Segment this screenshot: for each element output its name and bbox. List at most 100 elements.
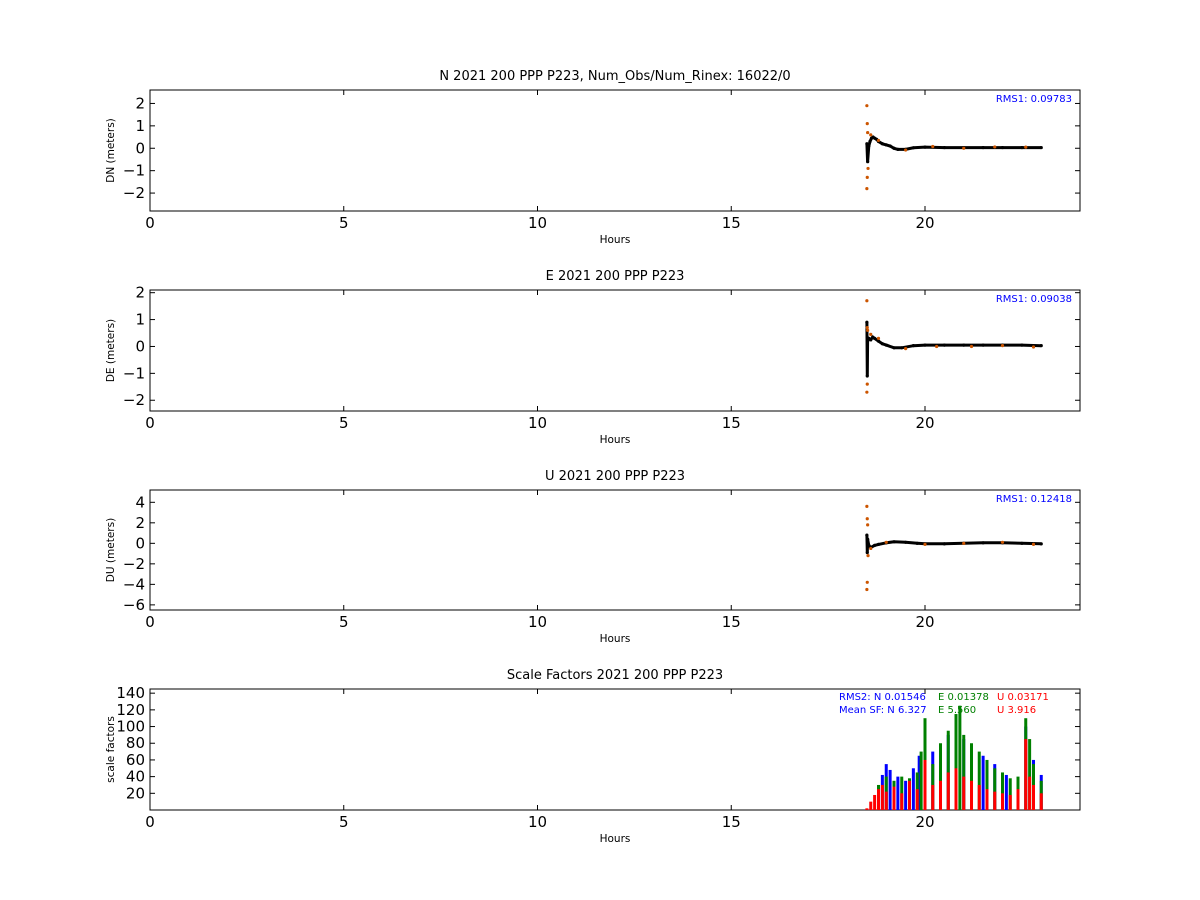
x-axis-label-1: Hours xyxy=(600,434,631,446)
series-bar xyxy=(981,755,985,810)
series-point xyxy=(892,346,896,350)
y-tick-label: 140 xyxy=(116,684,145,702)
series-bar xyxy=(1004,774,1008,810)
x-tick-label: 20 xyxy=(915,813,934,831)
series-point xyxy=(865,122,869,126)
series-point xyxy=(884,540,888,544)
series-point xyxy=(981,343,985,347)
series-point xyxy=(1000,540,1005,544)
series-bar xyxy=(985,759,989,810)
series-point xyxy=(1020,541,1024,545)
y-tick-label: 80 xyxy=(126,734,145,752)
y-axis-label-0: DN (meters) xyxy=(105,118,117,183)
x-tick-label: 10 xyxy=(528,414,547,432)
series-bar xyxy=(946,772,950,810)
sf-annotation: E 0.01378 xyxy=(938,692,989,703)
x-tick-label: 0 xyxy=(145,813,155,831)
series-point xyxy=(866,166,870,171)
x-tick-label: 0 xyxy=(145,613,155,631)
x-tick-label: 5 xyxy=(339,214,349,232)
y-tick-label: −2 xyxy=(123,391,145,409)
series-bar xyxy=(877,789,880,810)
x-tick-label: 0 xyxy=(145,414,155,432)
sf-annotation: U 0.03171 xyxy=(997,692,1049,703)
series-point xyxy=(866,339,870,343)
series-bar xyxy=(939,780,942,810)
series-point xyxy=(866,130,870,135)
x-tick-label: 5 xyxy=(339,613,349,631)
series-bar xyxy=(993,791,997,810)
sf-annotation: E 5.560 xyxy=(938,705,976,716)
series-point xyxy=(880,342,884,346)
series-bar xyxy=(1016,789,1020,810)
series-point xyxy=(1039,344,1043,348)
series-bar xyxy=(923,759,927,810)
rms-annotation-2: RMS1: 0.12418 xyxy=(996,494,1072,505)
y-tick-label: 100 xyxy=(116,718,145,736)
series-point xyxy=(869,546,873,551)
series-point xyxy=(865,390,869,394)
series-point xyxy=(865,186,869,191)
series-point xyxy=(923,542,927,546)
x-tick-label: 10 xyxy=(528,613,547,631)
sf-annotation: U 3.916 xyxy=(997,705,1036,716)
series-point xyxy=(896,147,900,151)
series-bar xyxy=(985,789,989,810)
y-tick-label: 1 xyxy=(135,311,145,329)
series-point xyxy=(876,542,881,546)
series-bar xyxy=(1001,772,1004,810)
series-point xyxy=(942,145,946,150)
x-tick-label: 15 xyxy=(722,414,741,432)
rms-annotation-1: RMS1: 0.09038 xyxy=(996,294,1072,305)
y-tick-label: 2 xyxy=(135,94,145,112)
series-bar xyxy=(888,769,892,810)
sf-annotation: Mean SF: N 6.327 xyxy=(839,705,927,716)
series-line xyxy=(865,322,1042,377)
series-point xyxy=(1039,145,1043,150)
series-point xyxy=(865,320,869,324)
y-tick-label: −1 xyxy=(123,162,145,180)
series-bar xyxy=(962,776,966,810)
series-point xyxy=(962,541,966,545)
series-point xyxy=(904,148,908,152)
series-bar xyxy=(900,776,904,810)
series-point xyxy=(892,146,896,150)
series-point xyxy=(865,533,869,537)
series-point xyxy=(904,540,908,544)
y-tick-label: 2 xyxy=(135,284,145,302)
series-bar xyxy=(970,743,973,810)
series-point xyxy=(867,144,871,148)
y-tick-label: 4 xyxy=(135,493,145,511)
series-bar xyxy=(908,780,911,810)
series-point xyxy=(865,382,869,386)
y-tick-label: 0 xyxy=(135,534,145,552)
series-point xyxy=(904,347,908,351)
x-tick-label: 10 xyxy=(528,214,547,232)
series-bar xyxy=(1008,794,1012,810)
y-tick-label: 0 xyxy=(135,337,145,355)
series-point xyxy=(869,332,873,336)
series-point xyxy=(865,504,869,509)
series-bar xyxy=(931,784,935,810)
x-axis-label-3: Hours xyxy=(600,833,631,845)
series-point xyxy=(942,343,946,347)
series-point xyxy=(866,523,870,527)
y-tick-label: −1 xyxy=(123,364,145,382)
series-point xyxy=(884,143,888,147)
series-point xyxy=(969,344,974,349)
series-bar xyxy=(954,768,958,810)
series-point xyxy=(865,374,869,378)
series-point xyxy=(1031,542,1036,546)
series-bar xyxy=(919,751,923,810)
series-point xyxy=(876,336,881,340)
x-axis-label-2: Hours xyxy=(600,633,631,645)
series-bar xyxy=(1028,776,1032,810)
panel-frame-0 xyxy=(149,89,1081,212)
series-point xyxy=(866,554,870,558)
series-point xyxy=(865,142,869,146)
y-tick-label: 1 xyxy=(135,117,145,135)
x-tick-label: 10 xyxy=(528,813,547,831)
series-point xyxy=(900,346,904,350)
series-point xyxy=(868,139,872,144)
